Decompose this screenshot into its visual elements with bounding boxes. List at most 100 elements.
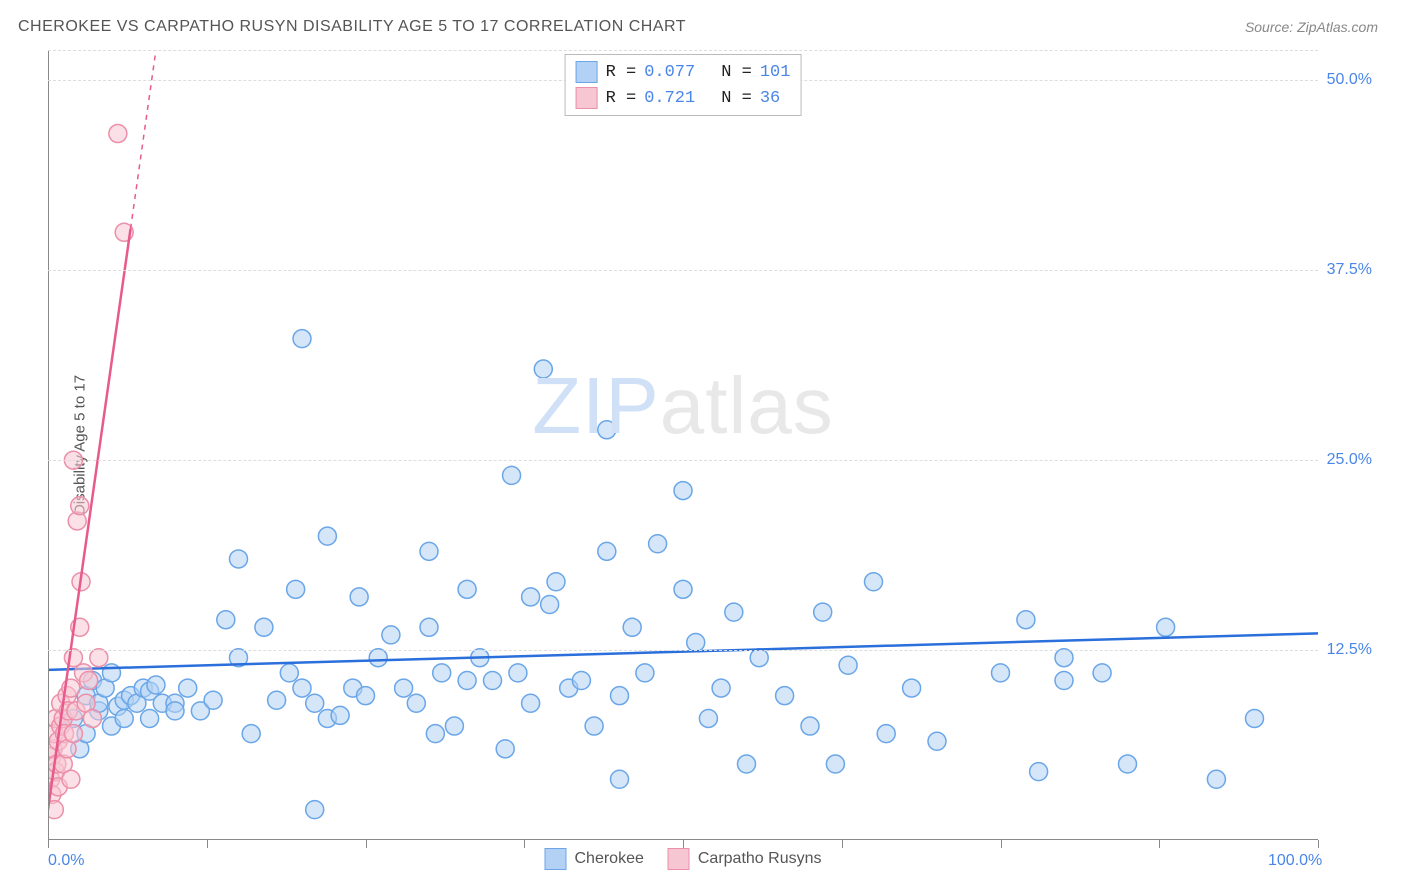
data-point bbox=[318, 527, 336, 545]
data-point bbox=[458, 580, 476, 598]
r-label: R = bbox=[606, 89, 637, 108]
data-point bbox=[534, 360, 552, 378]
legend-swatch-cherokee bbox=[545, 848, 567, 870]
data-point bbox=[623, 618, 641, 636]
data-point bbox=[280, 664, 298, 682]
data-point bbox=[103, 664, 121, 682]
legend-label-carpatho: Carpatho Rusyns bbox=[698, 850, 822, 868]
data-point bbox=[426, 725, 444, 743]
data-point bbox=[687, 634, 705, 652]
x-tick-label: 0.0% bbox=[48, 852, 84, 870]
data-point bbox=[357, 687, 375, 705]
data-point bbox=[928, 732, 946, 750]
x-tick bbox=[207, 840, 208, 848]
data-point bbox=[445, 717, 463, 735]
data-point bbox=[674, 580, 692, 598]
chart-source: Source: ZipAtlas.com bbox=[1245, 19, 1378, 35]
data-point bbox=[1119, 755, 1137, 773]
x-tick bbox=[842, 840, 843, 848]
data-point bbox=[541, 596, 559, 614]
data-point bbox=[331, 706, 349, 724]
data-point bbox=[776, 687, 794, 705]
n-label: N = bbox=[721, 63, 752, 82]
data-point bbox=[484, 671, 502, 689]
data-point bbox=[598, 542, 616, 560]
data-point bbox=[217, 611, 235, 629]
data-point bbox=[350, 588, 368, 606]
chart-header: CHEROKEE VS CARPATHO RUSYN DISABILITY AG… bbox=[0, 0, 1406, 46]
gridline bbox=[48, 270, 1318, 271]
legend-row-cherokee: R = 0.077 N = 101 bbox=[576, 59, 791, 85]
n-label: N = bbox=[721, 89, 752, 108]
data-point bbox=[674, 482, 692, 500]
gridline bbox=[48, 650, 1318, 651]
data-point bbox=[1093, 664, 1111, 682]
data-point bbox=[293, 679, 311, 697]
data-point bbox=[420, 542, 438, 560]
data-point bbox=[420, 618, 438, 636]
data-point bbox=[522, 588, 540, 606]
data-point bbox=[839, 656, 857, 674]
data-point bbox=[725, 603, 743, 621]
gridline bbox=[48, 50, 1318, 51]
scatter-plot-svg bbox=[48, 50, 1318, 840]
data-point bbox=[433, 664, 451, 682]
data-point bbox=[750, 649, 768, 667]
data-point bbox=[115, 709, 133, 727]
data-point bbox=[83, 709, 101, 727]
x-tick bbox=[48, 840, 49, 848]
plot-area: ZIPatlas 12.5%25.0%37.5%50.0% 0.0%100.0%… bbox=[48, 50, 1318, 840]
n-value-carpatho: 36 bbox=[760, 89, 780, 108]
data-point bbox=[699, 709, 717, 727]
x-tick bbox=[1159, 840, 1160, 848]
legend-label-cherokee: Cherokee bbox=[575, 850, 644, 868]
data-point bbox=[826, 755, 844, 773]
r-value-carpatho: 0.721 bbox=[644, 89, 695, 108]
data-point bbox=[903, 679, 921, 697]
data-point bbox=[204, 691, 222, 709]
data-point bbox=[738, 755, 756, 773]
legend-stats: R = 0.077 N = 101 R = 0.721 N = 36 bbox=[565, 54, 802, 116]
r-label: R = bbox=[606, 63, 637, 82]
data-point bbox=[636, 664, 654, 682]
data-point bbox=[801, 717, 819, 735]
data-point bbox=[287, 580, 305, 598]
x-tick bbox=[366, 840, 367, 848]
data-point bbox=[179, 679, 197, 697]
data-point bbox=[230, 550, 248, 568]
data-point bbox=[48, 801, 63, 819]
data-point bbox=[64, 725, 82, 743]
data-point bbox=[611, 770, 629, 788]
x-tick bbox=[683, 840, 684, 848]
legend-series: Cherokee Carpatho Rusyns bbox=[545, 848, 822, 870]
data-point bbox=[865, 573, 883, 591]
data-point bbox=[80, 671, 98, 689]
data-point bbox=[585, 717, 603, 735]
x-tick-label: 100.0% bbox=[1268, 852, 1322, 870]
y-tick-label: 25.0% bbox=[1327, 451, 1372, 469]
data-point bbox=[611, 687, 629, 705]
data-point bbox=[109, 125, 127, 143]
chart-title: CHEROKEE VS CARPATHO RUSYN DISABILITY AG… bbox=[18, 18, 686, 36]
data-point bbox=[1055, 649, 1073, 667]
data-point bbox=[992, 664, 1010, 682]
data-point bbox=[306, 694, 324, 712]
n-value-cherokee: 101 bbox=[760, 63, 791, 82]
data-point bbox=[268, 691, 286, 709]
data-point bbox=[1055, 671, 1073, 689]
data-point bbox=[649, 535, 667, 553]
data-point bbox=[407, 694, 425, 712]
data-point bbox=[509, 664, 527, 682]
data-point bbox=[1246, 709, 1264, 727]
data-point bbox=[71, 497, 89, 515]
legend-row-carpatho: R = 0.721 N = 36 bbox=[576, 85, 791, 111]
data-point bbox=[242, 725, 260, 743]
data-point bbox=[572, 671, 590, 689]
data-point bbox=[503, 466, 521, 484]
data-point bbox=[306, 801, 324, 819]
y-tick-label: 12.5% bbox=[1327, 641, 1372, 659]
data-point bbox=[1207, 770, 1225, 788]
data-point bbox=[522, 694, 540, 712]
data-point bbox=[1030, 763, 1048, 781]
data-point bbox=[598, 421, 616, 439]
